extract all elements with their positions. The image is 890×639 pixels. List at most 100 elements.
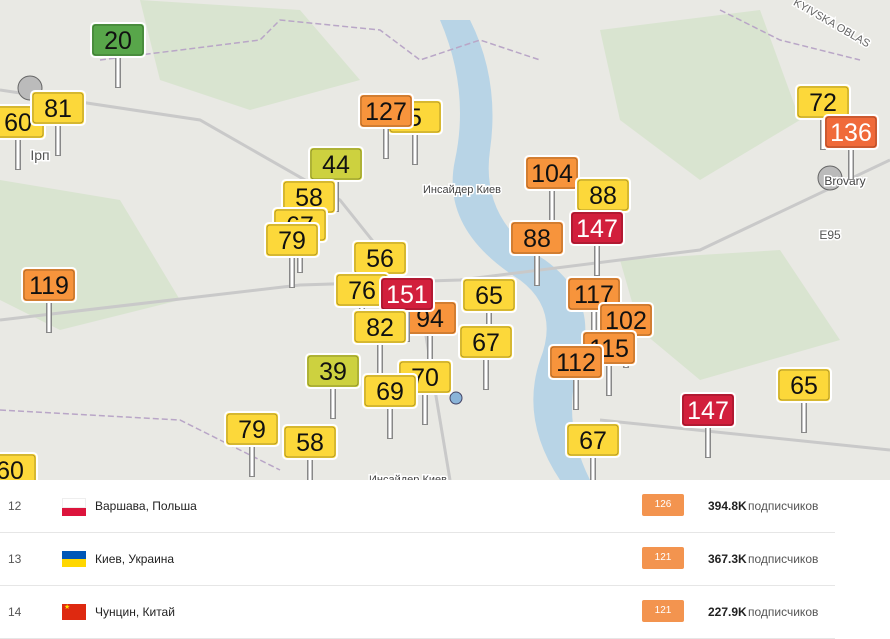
aqi-marker: 104 — [524, 155, 580, 221]
aqi-marker: 81 — [30, 90, 86, 156]
marker-border — [360, 95, 412, 127]
aqi-marker: 58 — [282, 424, 338, 480]
aqi-marker: 65 — [776, 367, 832, 433]
table-row[interactable]: 13 Киев, Украина 121 367.3K подписчиков — [0, 533, 835, 586]
marker-box — [509, 220, 565, 256]
city: Чунцин, Китай — [95, 605, 175, 619]
marker-border — [550, 346, 602, 378]
marker-border — [571, 212, 623, 244]
marker-value: 39 — [319, 358, 347, 386]
marker-border — [797, 86, 849, 118]
marker-box — [90, 22, 146, 58]
city: Киев, Украина — [95, 552, 175, 566]
marker-border — [568, 278, 620, 310]
aqi-marker: 88 — [509, 220, 565, 286]
marker-box — [680, 392, 736, 428]
marker-value: 112 — [556, 349, 596, 377]
rank: 14 — [8, 605, 22, 619]
marker-border — [460, 326, 512, 358]
marker-value: 76 — [348, 277, 376, 305]
marker-value: 147 — [687, 397, 729, 425]
map-label: Инсайдер Киев — [423, 184, 501, 196]
marker-box — [352, 309, 408, 345]
aqi-marker: 76 — [334, 272, 390, 338]
followers: 227.9K — [708, 605, 747, 619]
marker-value: 88 — [589, 182, 617, 210]
aqi-marker: 69 — [362, 373, 418, 439]
marker-box — [524, 155, 580, 191]
aqi-marker: 147 — [569, 210, 625, 276]
map-label: Brovary — [824, 174, 865, 188]
aqi-marker: 147 — [680, 392, 736, 458]
map-label: Инсайдер Киев — [369, 474, 447, 480]
marker-value: 58 — [296, 429, 324, 457]
marker-value: 60 — [0, 457, 24, 480]
marker-border — [0, 454, 36, 480]
marker-box — [548, 344, 604, 380]
marker-box — [224, 411, 280, 447]
flag: ★ — [62, 604, 86, 620]
marker-value: 79 — [238, 416, 266, 444]
marker-border — [307, 355, 359, 387]
aqi-marker: 112 — [548, 344, 604, 410]
marker-border — [511, 222, 563, 254]
marker-value: 67 — [472, 329, 500, 357]
marker-value: 151 — [386, 281, 428, 309]
map-label: E95 — [819, 228, 841, 242]
marker-value: 136 — [830, 119, 872, 147]
marker-value: 82 — [366, 314, 394, 342]
marker-value: 72 — [809, 89, 837, 117]
aqi-marker: 94 — [402, 300, 458, 366]
marker-value: 69 — [376, 378, 404, 406]
marker-value: 56 — [366, 245, 394, 273]
table-row[interactable]: ★ 14 Чунцин, Китай 121 227.9K подписчиков — [0, 586, 835, 639]
marker-box — [358, 93, 414, 129]
marker-box — [21, 267, 77, 303]
followers: 394.8K — [708, 499, 747, 513]
marker-box — [823, 114, 879, 150]
marker-box — [282, 424, 338, 460]
marker-value: 44 — [322, 151, 350, 179]
marker-border — [381, 278, 433, 310]
aqi-marker: 119 — [21, 267, 77, 333]
aqi-marker: 79 — [264, 222, 320, 288]
aqi-badge: 126 — [642, 494, 684, 516]
aqi-marker: 82 — [352, 309, 408, 375]
aqi-marker: 20 — [90, 22, 146, 88]
marker-value: 127 — [365, 98, 407, 126]
marker-box — [565, 422, 621, 458]
marker-box — [0, 452, 38, 480]
marker-border — [682, 394, 734, 426]
rank: 12 — [8, 499, 22, 513]
marker-box — [30, 90, 86, 126]
marker-box — [458, 324, 514, 360]
marker-border — [567, 424, 619, 456]
aqi-marker: 67 — [565, 422, 621, 480]
aqi-marker: 127 — [358, 93, 414, 159]
aqi-marker: 67 — [458, 324, 514, 390]
aqi-badge: 121 — [642, 547, 684, 569]
green-area — [0, 0, 840, 380]
aqi-marker: 79 — [224, 411, 280, 477]
marker-value: 60 — [4, 109, 32, 137]
marker-value: 81 — [44, 95, 72, 123]
marker-value: 147 — [576, 215, 618, 243]
marker-value: 104 — [531, 160, 573, 188]
marker-border — [23, 269, 75, 301]
aqi-marker: 136 — [823, 114, 879, 180]
followers: 367.3K — [708, 552, 747, 566]
unit: подписчиков — [748, 552, 819, 566]
aqi-marker: 60 — [0, 452, 38, 480]
marker-value: 88 — [523, 225, 551, 253]
marker-box — [461, 277, 517, 313]
flag — [62, 551, 86, 567]
marker-border — [354, 311, 406, 343]
marker-box — [305, 353, 361, 389]
station-dot — [449, 391, 463, 405]
aqi-badge: 121 — [642, 600, 684, 622]
marker-border — [284, 426, 336, 458]
map-label: Ірп — [30, 147, 49, 163]
table-row[interactable]: 12 Варшава, Польша 126 394.8K подписчиков — [0, 480, 835, 533]
